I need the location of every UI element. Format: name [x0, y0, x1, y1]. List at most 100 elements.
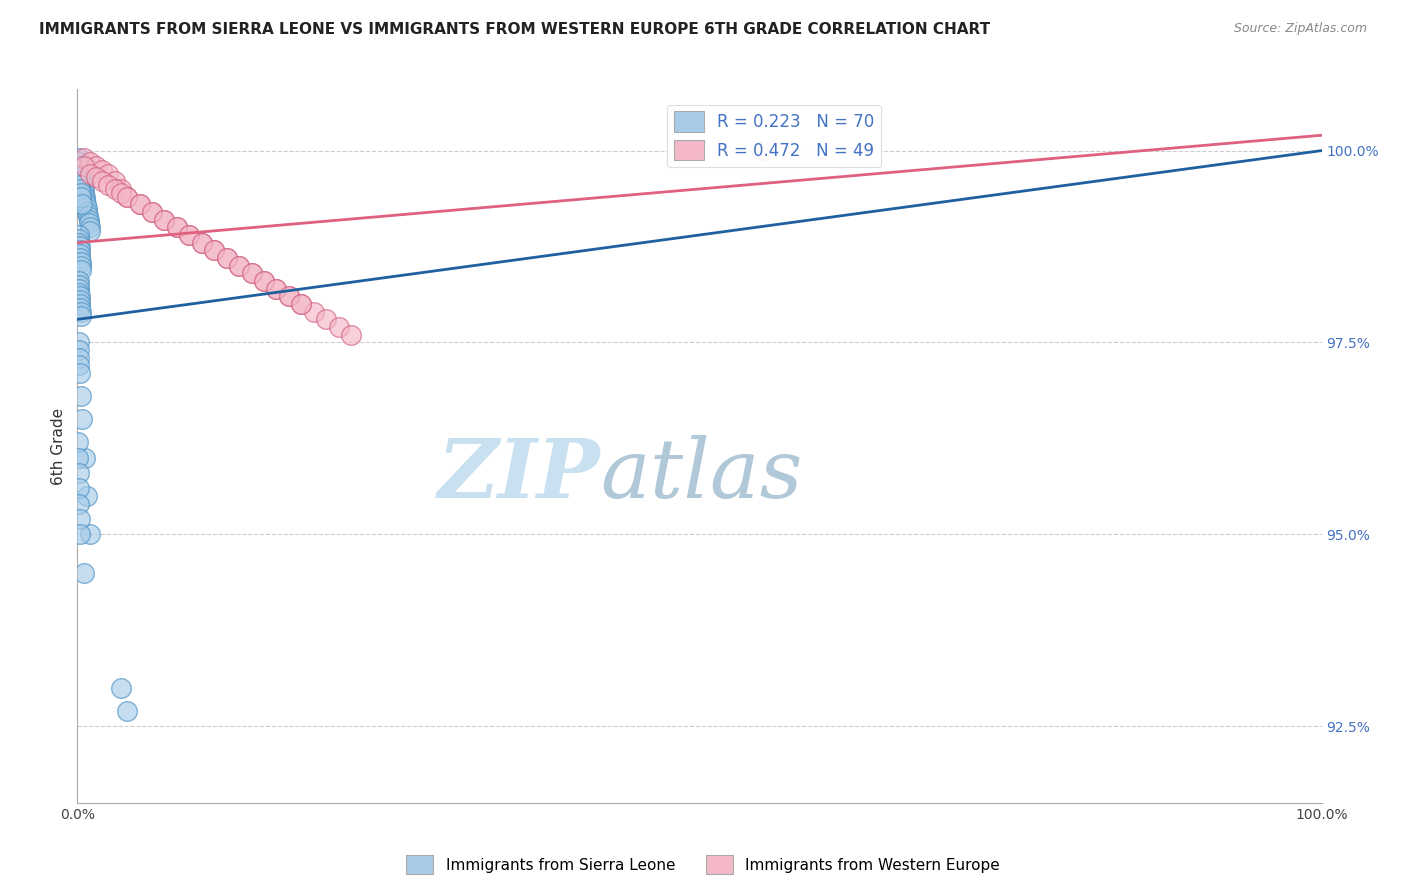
- Point: [72, 151, 94, 165]
- Point: [751, 144, 773, 158]
- Point: [253, 274, 276, 288]
- Point: [77, 212, 100, 227]
- Point: [67, 343, 90, 357]
- Point: [67, 274, 90, 288]
- Text: atlas: atlas: [600, 434, 803, 515]
- Y-axis label: 6th Grade: 6th Grade: [51, 408, 66, 484]
- Point: [69, 255, 91, 269]
- Point: [110, 186, 132, 200]
- Point: [277, 289, 299, 303]
- Point: [69, 293, 91, 308]
- Point: [72, 174, 94, 188]
- Point: [91, 162, 114, 177]
- Point: [115, 189, 138, 203]
- Point: [75, 197, 97, 211]
- Point: [67, 277, 90, 292]
- Point: [215, 251, 238, 265]
- Point: [70, 167, 93, 181]
- Point: [97, 167, 120, 181]
- Text: ZIP: ZIP: [437, 434, 600, 515]
- Text: Source: ZipAtlas.com: Source: ZipAtlas.com: [1233, 22, 1367, 36]
- Point: [67, 285, 90, 300]
- Point: [266, 282, 288, 296]
- Point: [67, 335, 90, 350]
- Point: [79, 527, 101, 541]
- Point: [340, 327, 363, 342]
- Point: [166, 220, 188, 235]
- Point: [75, 194, 97, 208]
- Point: [69, 162, 91, 177]
- Legend: Immigrants from Sierra Leone, Immigrants from Western Europe: Immigrants from Sierra Leone, Immigrants…: [399, 849, 1007, 880]
- Point: [91, 174, 114, 188]
- Point: [70, 170, 93, 185]
- Point: [69, 366, 91, 380]
- Point: [240, 266, 263, 280]
- Point: [67, 235, 90, 250]
- Point: [179, 227, 201, 242]
- Point: [69, 178, 91, 193]
- Point: [277, 289, 299, 303]
- Point: [69, 289, 91, 303]
- Point: [228, 259, 250, 273]
- Point: [69, 244, 91, 258]
- Point: [79, 220, 101, 235]
- Point: [67, 435, 90, 450]
- Point: [315, 312, 337, 326]
- Point: [72, 178, 94, 193]
- Point: [67, 167, 90, 181]
- Point: [104, 182, 127, 196]
- Point: [69, 301, 91, 315]
- Point: [67, 351, 90, 365]
- Point: [69, 251, 91, 265]
- Point: [77, 209, 100, 223]
- Point: [73, 450, 96, 465]
- Text: IMMIGRANTS FROM SIERRA LEONE VS IMMIGRANTS FROM WESTERN EUROPE 6TH GRADE CORRELA: IMMIGRANTS FROM SIERRA LEONE VS IMMIGRAN…: [39, 22, 990, 37]
- Point: [69, 186, 91, 200]
- Point: [79, 155, 101, 169]
- Point: [77, 217, 100, 231]
- Point: [104, 174, 127, 188]
- Point: [202, 244, 225, 258]
- Point: [153, 212, 176, 227]
- Point: [69, 304, 91, 318]
- Point: [302, 304, 325, 318]
- Point: [84, 170, 107, 185]
- Point: [72, 566, 94, 580]
- Point: [67, 359, 90, 373]
- Legend: R = 0.223   N = 70, R = 0.472   N = 49: R = 0.223 N = 70, R = 0.472 N = 49: [668, 104, 882, 167]
- Point: [67, 450, 90, 465]
- Point: [69, 239, 91, 253]
- Point: [69, 159, 91, 173]
- Point: [228, 259, 250, 273]
- Point: [70, 262, 93, 277]
- Point: [76, 489, 98, 503]
- Point: [84, 159, 107, 173]
- Point: [69, 297, 91, 311]
- Point: [69, 309, 91, 323]
- Point: [69, 527, 91, 541]
- Point: [141, 205, 163, 219]
- Point: [240, 266, 263, 280]
- Point: [79, 167, 101, 181]
- Point: [73, 189, 96, 203]
- Point: [69, 174, 91, 188]
- Point: [69, 170, 91, 185]
- Point: [67, 282, 90, 296]
- Point: [69, 182, 91, 196]
- Point: [97, 178, 120, 193]
- Point: [202, 244, 225, 258]
- Point: [70, 259, 93, 273]
- Point: [67, 232, 90, 246]
- Point: [76, 201, 98, 215]
- Point: [115, 189, 138, 203]
- Point: [69, 247, 91, 261]
- Point: [67, 466, 90, 480]
- Point: [67, 151, 90, 165]
- Point: [128, 197, 150, 211]
- Point: [72, 412, 94, 426]
- Point: [72, 159, 94, 173]
- Point: [67, 155, 90, 169]
- Point: [266, 282, 288, 296]
- Point: [67, 481, 90, 495]
- Point: [290, 297, 312, 311]
